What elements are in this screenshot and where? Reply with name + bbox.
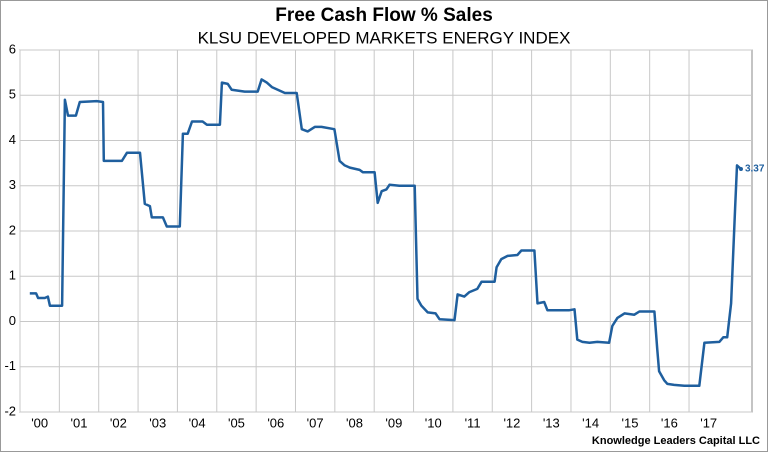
x-tick-label: '12 — [503, 415, 520, 430]
y-tick-label: 2 — [9, 222, 16, 237]
x-tick-label: '04 — [189, 415, 206, 430]
x-tick-label: '14 — [582, 415, 599, 430]
x-tick-label: '02 — [110, 415, 127, 430]
y-tick-label: 6 — [9, 41, 16, 56]
x-tick-label: '13 — [543, 415, 560, 430]
chart-title: Free Cash Flow % Sales — [275, 5, 493, 26]
x-tick-label: '15 — [622, 415, 639, 430]
x-tick-label: '08 — [346, 415, 363, 430]
y-tick-label: 0 — [9, 313, 16, 328]
x-tick-label: '09 — [385, 415, 402, 430]
x-tick-label: '01 — [71, 415, 88, 430]
y-tick-label: -2 — [4, 403, 16, 418]
y-tick-label: 1 — [9, 268, 16, 283]
x-tick-label: '11 — [465, 415, 481, 430]
x-tick-label: '07 — [307, 415, 324, 430]
x-tick-label: '16 — [661, 415, 678, 430]
chart-subtitle: KLSU DEVELOPED MARKETS ENERGY INDEX — [198, 28, 571, 47]
y-tick-label: 4 — [9, 132, 16, 147]
value-label: 3.37 — [745, 164, 765, 175]
x-tick-label: '00 — [31, 415, 48, 430]
x-tick-label: '03 — [149, 415, 166, 430]
data-line — [29, 78, 742, 388]
y-tick-label: 3 — [9, 177, 16, 192]
x-tick-label: '10 — [425, 415, 442, 430]
y-tick-label: -1 — [4, 358, 16, 373]
x-tick-label: '17 — [700, 415, 717, 430]
source-note: Knowledge Leaders Capital LLC — [592, 435, 760, 447]
last-point — [738, 167, 743, 172]
x-tick-label: '05 — [228, 415, 245, 430]
x-tick-label: '06 — [267, 415, 284, 430]
y-tick-label: 5 — [9, 87, 16, 102]
